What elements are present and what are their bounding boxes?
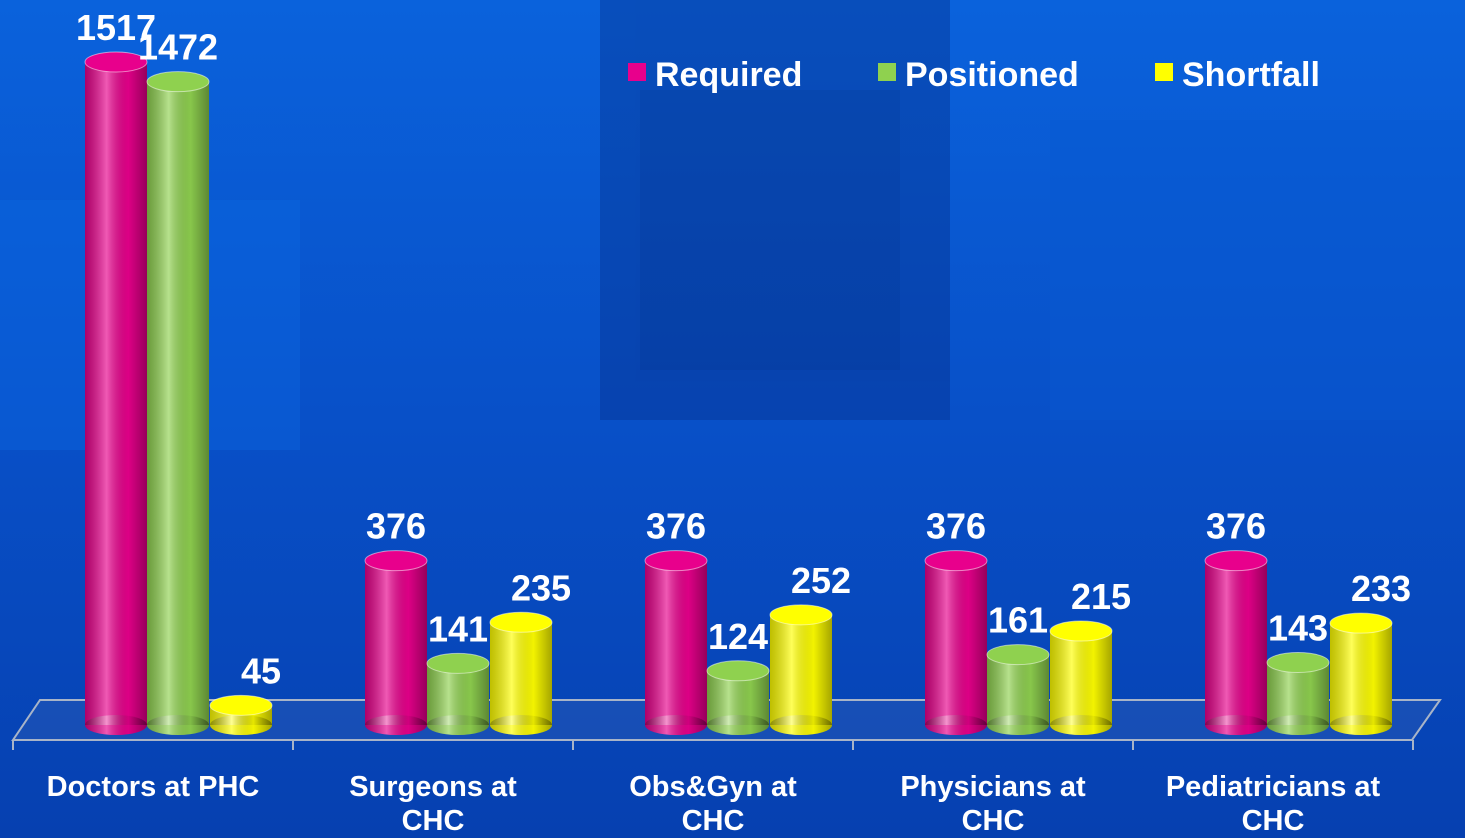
x-tick-label: Pediatricians at CHC <box>1165 771 1381 837</box>
bar-top <box>986 644 1050 666</box>
bar-top <box>769 604 833 626</box>
bar-top <box>924 550 988 572</box>
legend-swatch <box>628 63 646 81</box>
bar-shade <box>490 622 552 725</box>
legend-label: Required <box>655 56 802 94</box>
bar-shade <box>147 81 209 725</box>
data-label: 233 <box>1351 568 1411 609</box>
data-label: 376 <box>366 506 426 547</box>
data-label: 141 <box>428 608 488 649</box>
data-label: 124 <box>708 616 768 657</box>
data-label: 376 <box>1206 506 1266 547</box>
bar-shade <box>925 560 987 725</box>
x-tick-label: Doctors at PHC <box>46 771 260 803</box>
bar-top <box>364 550 428 572</box>
data-label: 1517 <box>76 7 156 48</box>
bar-shade <box>1330 623 1392 725</box>
data-label: 252 <box>791 560 851 601</box>
bar-top <box>146 71 210 93</box>
bar-shade <box>1050 631 1112 725</box>
bar-top <box>426 652 490 674</box>
legend-label: Positioned <box>905 56 1079 94</box>
bar-shade <box>365 560 427 725</box>
bar-top <box>209 694 273 716</box>
data-label: 376 <box>646 506 706 547</box>
data-label: 235 <box>511 567 571 608</box>
legend-swatch <box>878 63 896 81</box>
legend-swatch <box>1155 63 1173 81</box>
bar-top <box>1049 620 1113 642</box>
bar-shade <box>770 614 832 725</box>
data-label: 376 <box>926 506 986 547</box>
bar-top <box>489 611 553 633</box>
data-label: 45 <box>241 650 281 691</box>
bar-top <box>706 660 770 682</box>
data-label: 1472 <box>138 27 218 68</box>
data-label: 143 <box>1268 608 1328 649</box>
x-tick-label: Physicians at CHC <box>900 771 1086 837</box>
bar-top <box>84 51 148 73</box>
legend-label: Shortfall <box>1182 56 1320 94</box>
data-label: 215 <box>1071 576 1131 617</box>
x-tick-label: Surgeons at CHC <box>349 771 517 837</box>
bar-shade <box>85 62 147 725</box>
bar-top <box>1266 652 1330 674</box>
bar-top <box>644 550 708 572</box>
bar-shade <box>645 560 707 725</box>
x-tick-label: Obs&Gyn at CHC <box>629 771 797 837</box>
bar-shade <box>987 654 1049 725</box>
bar-top <box>1204 550 1268 572</box>
bar-shade <box>1205 560 1267 725</box>
bar-top <box>1329 612 1393 634</box>
data-label: 161 <box>988 600 1048 641</box>
